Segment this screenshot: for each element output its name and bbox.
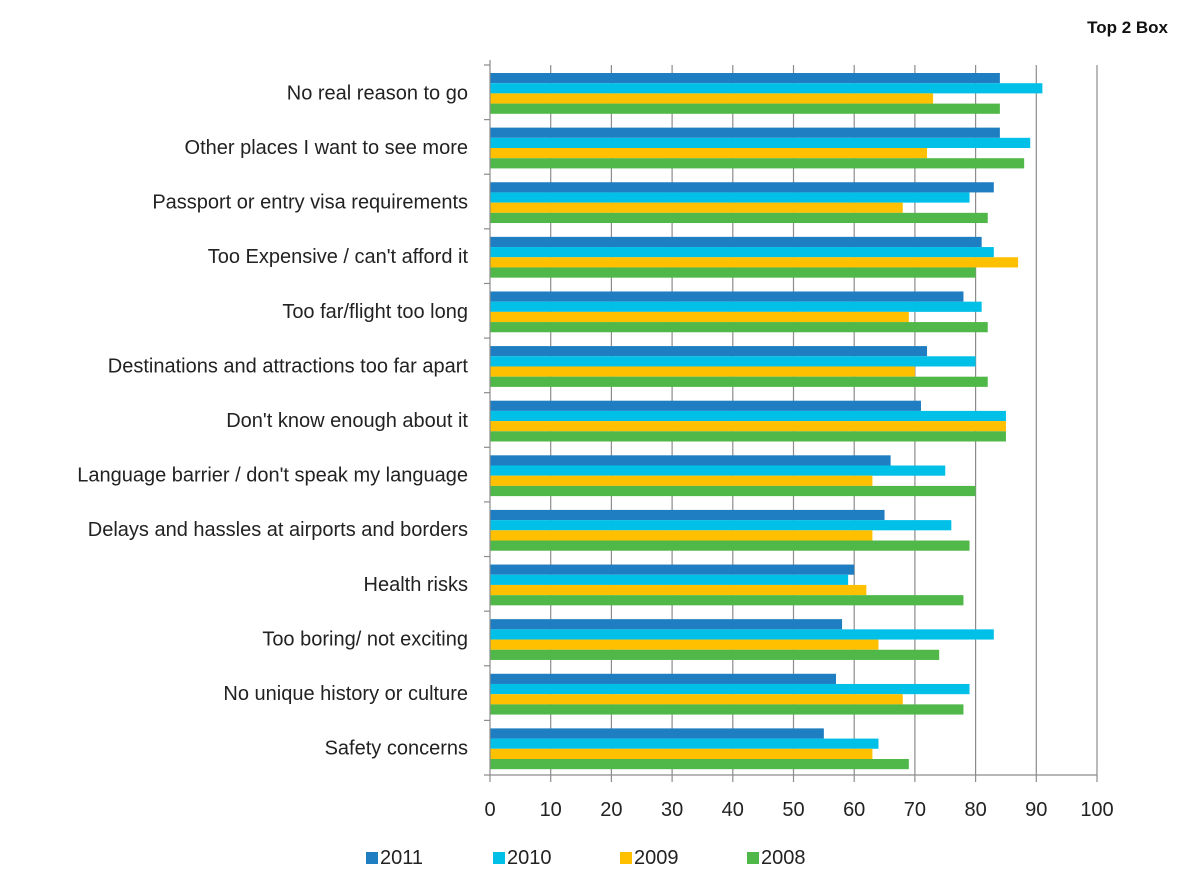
bar-2009 bbox=[490, 421, 1006, 432]
axes bbox=[484, 60, 1098, 782]
legend-label: 2011 bbox=[380, 847, 423, 869]
bar-2008 bbox=[490, 376, 988, 387]
legend-label: 2010 bbox=[507, 847, 552, 869]
bar-2011 bbox=[490, 564, 855, 575]
x-tick-label: 100 bbox=[1080, 799, 1113, 821]
bar-2010 bbox=[490, 683, 970, 695]
category-label: Destinations and attractions too far apa… bbox=[108, 355, 469, 377]
legend-swatch-2009 bbox=[620, 852, 632, 864]
bar-2008 bbox=[490, 103, 1000, 114]
bar-2008 bbox=[490, 485, 976, 497]
x-tick-labels: 0 10 20 30 40 50 60 70 80 90 100 bbox=[484, 799, 1113, 821]
legend-swatch-2010 bbox=[493, 852, 505, 864]
bar-2010 bbox=[490, 137, 1031, 149]
bar-2011 bbox=[490, 728, 824, 739]
bars bbox=[490, 73, 1043, 770]
bar-2009 bbox=[490, 366, 915, 377]
x-tick-label: 50 bbox=[782, 799, 804, 821]
bar-2009 bbox=[490, 148, 928, 159]
category-label: Too boring/ not exciting bbox=[262, 628, 468, 650]
bar-2008 bbox=[490, 758, 909, 770]
bar-2011 bbox=[490, 509, 885, 521]
bar-2010 bbox=[490, 465, 946, 476]
bar-2009 bbox=[490, 93, 934, 104]
legend-label: 2009 bbox=[634, 847, 679, 869]
bar-2010 bbox=[490, 629, 994, 640]
bar-2011 bbox=[490, 291, 964, 302]
category-label: No real reason to go bbox=[287, 82, 468, 104]
bar-2009 bbox=[490, 584, 867, 596]
bar-2010 bbox=[490, 520, 952, 531]
bar-2011 bbox=[490, 73, 1000, 84]
bar-2008 bbox=[490, 595, 964, 606]
bar-2011 bbox=[490, 182, 994, 193]
category-label: Health risks bbox=[364, 574, 468, 596]
bar-2010 bbox=[490, 410, 1006, 422]
bar-2011 bbox=[490, 127, 1000, 138]
bar-2008 bbox=[490, 267, 976, 278]
bar-2009 bbox=[490, 202, 903, 213]
bar-2011 bbox=[490, 619, 843, 630]
legend-swatch-2008 bbox=[747, 852, 759, 864]
bar-2008 bbox=[490, 704, 964, 715]
bar-2009 bbox=[490, 639, 879, 650]
legend: 2011 2010 2009 2008 bbox=[366, 847, 806, 869]
category-label: No unique history or culture bbox=[223, 683, 468, 705]
x-tick-label: 60 bbox=[843, 799, 865, 821]
x-tick-label: 80 bbox=[964, 799, 986, 821]
x-tick-label: 70 bbox=[904, 799, 926, 821]
category-label: Delays and hassles at airports and borde… bbox=[88, 519, 468, 541]
bar-2009 bbox=[490, 530, 873, 541]
bar-2009 bbox=[490, 311, 909, 323]
x-tick-label: 90 bbox=[1025, 799, 1047, 821]
x-tick-label: 40 bbox=[722, 799, 744, 821]
bar-2010 bbox=[490, 247, 994, 258]
x-tick-label: 10 bbox=[540, 799, 562, 821]
bar-2008 bbox=[490, 649, 940, 660]
bar-2009 bbox=[490, 475, 873, 486]
bar-2011 bbox=[490, 673, 836, 684]
bar-2009 bbox=[490, 748, 873, 759]
category-label: Other places I want to see more bbox=[185, 137, 468, 159]
bar-2011 bbox=[490, 346, 928, 357]
bar-2011 bbox=[490, 400, 921, 411]
category-label: Language barrier / don't speak my langua… bbox=[77, 465, 468, 487]
category-label: Don't know enough about it bbox=[226, 410, 468, 432]
legend-label: 2008 bbox=[761, 847, 806, 869]
bar-2011 bbox=[490, 455, 891, 466]
legend-swatch-2011 bbox=[366, 852, 378, 864]
bar-2008 bbox=[490, 322, 988, 333]
bar-2010 bbox=[490, 356, 976, 367]
category-labels: No real reason to go Other places I want … bbox=[77, 82, 468, 759]
bar-2008 bbox=[490, 431, 1006, 442]
category-label: Safety concerns bbox=[325, 738, 468, 760]
bar-2008 bbox=[490, 540, 970, 551]
category-label: Passport or entry visa requirements bbox=[152, 192, 468, 214]
bar-2010 bbox=[490, 83, 1043, 94]
x-tick-label: 30 bbox=[661, 799, 683, 821]
bar-2010 bbox=[490, 301, 982, 312]
bar-2011 bbox=[490, 236, 982, 248]
bar-2009 bbox=[490, 694, 903, 705]
chart-subtitle: Top 2 Box bbox=[1087, 18, 1168, 37]
bar-2008 bbox=[490, 158, 1025, 169]
category-label: Too far/flight too long bbox=[282, 301, 468, 323]
category-label: Too Expensive / can't afford it bbox=[208, 246, 469, 268]
bar-2010 bbox=[490, 192, 970, 203]
x-tick-label: 20 bbox=[600, 799, 622, 821]
bar-2010 bbox=[490, 574, 849, 585]
bar-2010 bbox=[490, 738, 879, 749]
bar-2009 bbox=[490, 257, 1019, 268]
x-tick-label: 0 bbox=[484, 799, 495, 821]
bar-2008 bbox=[490, 212, 988, 224]
